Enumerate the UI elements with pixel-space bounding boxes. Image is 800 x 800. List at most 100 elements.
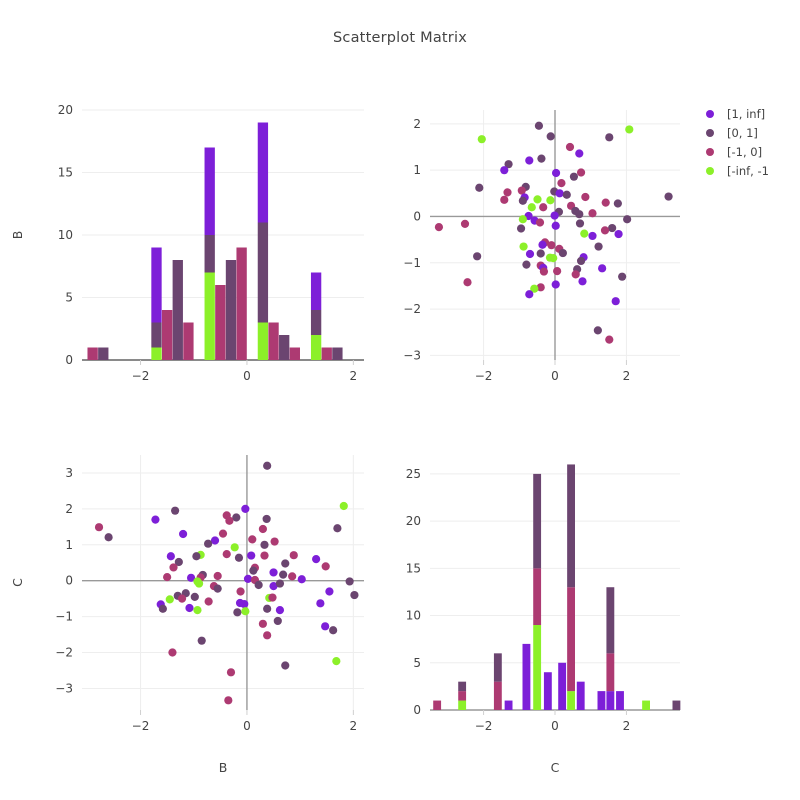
scatter-point[interactable] [190, 592, 199, 601]
histogram-bar-segment[interactable] [257, 122, 269, 223]
histogram-bar-segment[interactable] [493, 653, 502, 682]
scatter-point[interactable] [545, 253, 555, 262]
scatter-point[interactable] [169, 563, 178, 572]
scatter-point[interactable] [232, 513, 241, 522]
scatter-point[interactable] [288, 572, 297, 581]
histogram-bar-segment[interactable] [268, 322, 279, 361]
scatter-point[interactable] [263, 461, 272, 470]
scatter-point[interactable] [94, 523, 104, 532]
scatter-point[interactable] [289, 551, 298, 560]
histogram-bar-segment[interactable] [522, 643, 531, 710]
scatter-point[interactable] [166, 552, 175, 561]
histogram-bar-segment[interactable] [642, 700, 650, 710]
scatter-point[interactable] [243, 574, 253, 584]
scatter-point[interactable] [519, 242, 528, 251]
scatter-point[interactable] [525, 290, 534, 299]
histogram-bar-segment[interactable] [321, 347, 332, 361]
scatter-point[interactable] [193, 606, 202, 615]
scatter-point[interactable] [517, 186, 526, 195]
histogram-bar-segment[interactable] [567, 464, 575, 588]
histogram-bar-segment[interactable] [458, 700, 467, 710]
scatter-point[interactable] [539, 267, 549, 276]
scatter-point[interactable] [236, 587, 245, 596]
histogram-bar-segment[interactable] [172, 260, 183, 360]
scatter-point[interactable] [534, 121, 544, 130]
scatter-point[interactable] [477, 135, 486, 144]
scatter-point[interactable] [171, 506, 180, 515]
scatter-point[interactable] [174, 557, 183, 567]
scatter-point[interactable] [233, 608, 242, 617]
scatter-point[interactable] [158, 604, 167, 613]
histogram-bar-segment[interactable] [567, 691, 575, 710]
scatter-point[interactable] [312, 555, 321, 564]
scatter-point[interactable] [613, 199, 622, 208]
histogram-bar-segment[interactable] [567, 587, 575, 692]
scatter-point[interactable] [473, 252, 482, 261]
scatter-point[interactable] [225, 516, 234, 525]
scatter-point[interactable] [588, 231, 597, 241]
scatter-point[interactable] [598, 264, 607, 273]
scatter-point[interactable] [535, 218, 545, 227]
scatter-point[interactable] [204, 539, 213, 548]
scatter-point[interactable] [204, 597, 213, 606]
scatter-point[interactable] [460, 219, 470, 228]
scatter-point[interactable] [605, 133, 614, 142]
histogram-bar-segment[interactable] [533, 625, 542, 710]
b-histogram-plot[interactable]: 0 5 10 15 20 −2 0 2 B [0, 90, 390, 390]
scatter-point[interactable] [213, 584, 222, 593]
legend-item[interactable]: [0, 1] [706, 123, 769, 142]
scatter-point[interactable] [550, 211, 559, 220]
scatter-point[interactable] [546, 196, 555, 205]
scatter-point[interactable] [571, 270, 580, 279]
scatter-point[interactable] [263, 604, 272, 613]
scatter-point[interactable] [614, 229, 623, 239]
scatter-point[interactable] [297, 575, 306, 584]
legend[interactable]: [1, inf] [0, 1] [-1, 0] [-inf, -1 [706, 104, 769, 180]
scatter-point[interactable] [241, 607, 250, 616]
histogram-bar-segment[interactable] [98, 347, 109, 361]
scatter-point[interactable] [269, 568, 278, 577]
scatter-point[interactable] [618, 272, 627, 281]
scatter-point[interactable] [321, 622, 330, 631]
scatter-point[interactable] [192, 552, 201, 561]
scatter-point[interactable] [475, 183, 484, 192]
scatter-point[interactable] [525, 156, 534, 165]
legend-item[interactable]: [1, inf] [706, 104, 769, 123]
histogram-bar-segment[interactable] [257, 222, 269, 323]
scatter-point[interactable] [194, 579, 204, 588]
top-right-scatter-plot[interactable]: −3 −2 −1 0 1 2 −2 0 2 [390, 90, 690, 390]
histogram-bar-segment[interactable] [558, 662, 567, 710]
scatter-point[interactable] [281, 661, 290, 670]
scatter-point[interactable] [600, 226, 610, 235]
histogram-bar-segment[interactable] [606, 587, 615, 654]
scatter-point[interactable] [178, 529, 188, 539]
scatter-point[interactable] [260, 551, 269, 560]
scatter-point[interactable] [104, 533, 113, 542]
scatter-point[interactable] [518, 196, 527, 205]
scatter-point[interactable] [350, 590, 359, 600]
scatter-point[interactable] [226, 668, 236, 677]
scatter-point[interactable] [500, 195, 509, 204]
scatter-point[interactable] [518, 215, 527, 224]
scatter-point[interactable] [575, 210, 584, 219]
scatter-point[interactable] [611, 297, 620, 306]
scatter-point[interactable] [539, 203, 548, 212]
scatter-point[interactable] [533, 195, 542, 204]
scatter-point[interactable] [260, 540, 269, 549]
scatter-point[interactable] [553, 267, 562, 276]
scatter-point[interactable] [530, 284, 539, 293]
histogram-bar-segment[interactable] [151, 347, 162, 361]
scatter-point[interactable] [463, 278, 472, 287]
histogram-bar-segment[interactable] [151, 247, 162, 323]
scatter-point[interactable] [329, 626, 338, 635]
scatter-point[interactable] [551, 221, 560, 230]
scatter-point[interactable] [325, 587, 334, 596]
scatter-point[interactable] [177, 594, 187, 603]
scatter-point[interactable] [339, 501, 348, 511]
scatter-point[interactable] [601, 198, 610, 207]
scatter-point[interactable] [555, 189, 564, 198]
scatter-point[interactable] [168, 648, 177, 657]
scatter-point[interactable] [594, 242, 603, 251]
histogram-bar-segment[interactable] [672, 700, 681, 710]
histogram-bar-segment[interactable] [204, 147, 215, 236]
